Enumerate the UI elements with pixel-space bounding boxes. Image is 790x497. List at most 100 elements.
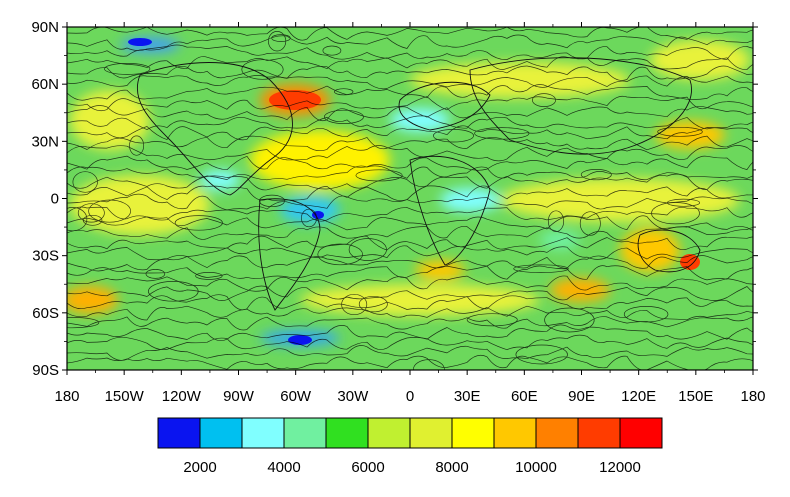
- lat-tick-label: 0: [51, 191, 59, 208]
- colorbar-swatch: [535, 417, 579, 449]
- lat-tick-label: 90N: [31, 19, 59, 36]
- contour-line: [67, 56, 753, 70]
- contour-line: [67, 225, 753, 241]
- contour-line: [67, 294, 753, 311]
- contour-line: [67, 84, 753, 101]
- field-blobs: [67, 37, 750, 346]
- colorbar: 2000 4000 6000 8000 10000 12000: [157, 417, 663, 476]
- contour-line: [67, 105, 753, 122]
- contour-loop: [323, 109, 364, 124]
- contour-line: [67, 206, 753, 222]
- contour-loop: [145, 269, 166, 279]
- lat-tick-label: 60S: [32, 305, 59, 322]
- contour-loop: [433, 129, 474, 143]
- contour-loop: [358, 295, 388, 313]
- contour-loop: [195, 272, 223, 280]
- colorbar-label: 4000: [267, 459, 300, 476]
- lon-tick-label: 180: [54, 388, 79, 405]
- lon-tick-label: 90E: [568, 388, 595, 405]
- contour-loop: [334, 88, 354, 96]
- contour-loop: [547, 210, 565, 232]
- colorbar-swatch: [619, 417, 663, 449]
- lon-tick-label: 0: [406, 388, 414, 405]
- colorbar-swatch: [157, 417, 201, 449]
- contour-line: [67, 135, 753, 152]
- contour-loop: [544, 307, 595, 333]
- contour-line: [67, 235, 753, 251]
- colorbar-swatch: [577, 417, 621, 449]
- contour-line: [67, 193, 753, 211]
- lon-tick-label: 120W: [162, 388, 202, 405]
- contour-loop: [259, 194, 285, 208]
- colorbar-swatch: [409, 417, 453, 449]
- lat-tick-label: 60N: [31, 76, 59, 93]
- contour-line: [67, 34, 753, 51]
- contour-loop: [532, 93, 556, 107]
- coastlines: [136, 57, 701, 311]
- contour-line: [67, 324, 753, 341]
- lon-tick-label: 60W: [280, 388, 312, 405]
- contour-loop: [341, 293, 368, 316]
- lon-tick-label: 30E: [454, 388, 481, 405]
- contour-loop: [474, 127, 530, 140]
- lon-tick-label: 180: [740, 388, 765, 405]
- colorbar-swatch: [493, 417, 537, 449]
- colorbar-swatch: [325, 417, 369, 449]
- contour-loop: [72, 171, 98, 193]
- contour-loop: [579, 211, 601, 236]
- contour-loop: [88, 199, 131, 223]
- contour-line: [67, 345, 753, 361]
- colorbar-swatch: [241, 417, 285, 449]
- contour-loop: [466, 313, 518, 327]
- contour-line: [67, 275, 753, 292]
- longitude-axis: 180 150W 120W 90W 60W 30W 0 30E 60E 90E 120E 150E 18…: [54, 22, 766, 405]
- contour-loop: [129, 135, 145, 156]
- contour-loop: [651, 202, 700, 225]
- contour-loop: [322, 45, 342, 56]
- contour-loop: [268, 31, 287, 52]
- contour-loop: [77, 203, 105, 223]
- contour-loop: [657, 126, 703, 137]
- contour-line: [67, 125, 753, 141]
- colorbar-label: 6000: [351, 459, 384, 476]
- contour-line: [67, 44, 753, 60]
- contour-loop: [348, 238, 387, 261]
- contour-line: [67, 27, 753, 41]
- contour-line: [67, 305, 753, 321]
- colorbar-swatch: [283, 417, 327, 449]
- colorbar-label: 8000: [435, 459, 468, 476]
- contour-loop: [666, 198, 701, 207]
- lat-tick-label: 30S: [32, 248, 59, 265]
- contour-line: [67, 285, 753, 301]
- lon-tick-label: 90W: [223, 388, 255, 405]
- contour-loop: [301, 208, 317, 228]
- contour-line: [67, 354, 753, 370]
- lon-tick-label: 60E: [511, 388, 538, 405]
- contour-line: [67, 65, 753, 81]
- lon-tick-label: 120E: [621, 388, 656, 405]
- lat-tick-label: 30N: [31, 133, 59, 150]
- contour-line: [67, 245, 753, 261]
- field-map: [67, 27, 753, 370]
- contour-line: [67, 215, 753, 231]
- contour-line: [67, 173, 753, 191]
- contour-line: [67, 165, 753, 181]
- contour-loop: [513, 264, 569, 273]
- contour-loop: [67, 317, 100, 329]
- contour-line: [67, 75, 753, 90]
- contour-line: [67, 334, 753, 351]
- field-max-core: [269, 90, 321, 110]
- field-min-core: [128, 38, 152, 46]
- colorbar-label: 10000: [515, 459, 557, 476]
- contour-line: [67, 115, 753, 130]
- lon-tick-label: 30W: [337, 388, 369, 405]
- latitude-axis: 90N 60N 30N 0 30S 60S 90S: [31, 19, 758, 379]
- contour-loop: [148, 281, 199, 302]
- contour-loop: [174, 215, 223, 231]
- contour-loop: [67, 207, 88, 232]
- contour-line: [67, 155, 753, 171]
- colorbar-label: 2000: [183, 459, 216, 476]
- field-min-core: [288, 335, 312, 345]
- contour-loop: [241, 59, 284, 80]
